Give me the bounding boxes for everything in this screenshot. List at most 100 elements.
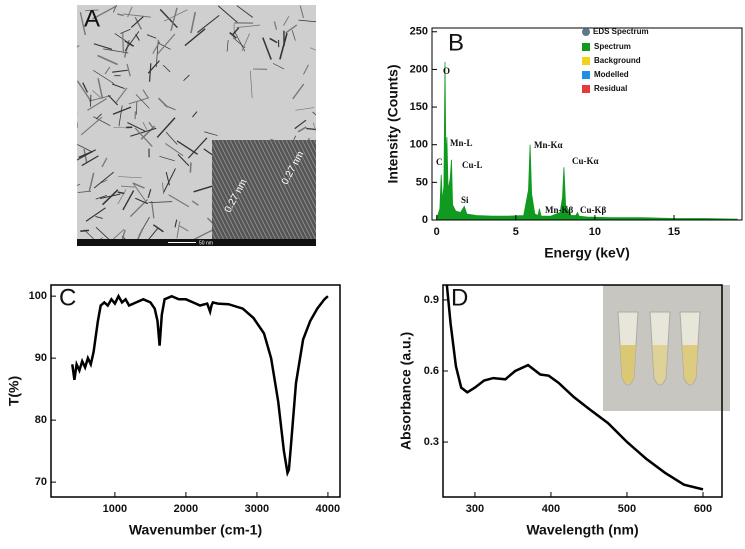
tem-sheet <box>93 116 111 126</box>
tem-sheet <box>122 32 124 54</box>
x-axis-label: Energy (keV) <box>544 245 630 261</box>
legend-label: Residual <box>594 84 627 93</box>
tem-sheet <box>162 64 171 73</box>
tem-sheet <box>197 14 220 34</box>
tem-sheet <box>126 63 131 77</box>
tem-sheet <box>249 70 253 99</box>
tem-sheet <box>299 5 305 19</box>
fringe <box>233 140 285 240</box>
panel-label: A <box>84 5 100 32</box>
tem-sheet <box>163 9 188 22</box>
tem-sheet <box>241 33 250 52</box>
vial-liquid <box>652 345 668 384</box>
tem-sheet <box>269 37 278 44</box>
fringe <box>273 140 316 226</box>
tem-sheet <box>164 104 176 111</box>
tem-sheet <box>77 113 78 114</box>
tem-sheet <box>312 122 316 132</box>
tem-sheet <box>77 190 91 193</box>
y-tick-label: 0.6 <box>424 365 439 377</box>
fringe <box>212 206 229 240</box>
tem-sheet <box>130 15 145 28</box>
peak-label: Cu-L <box>462 160 483 170</box>
tem-sheet <box>229 31 237 39</box>
tem-sheet <box>306 127 316 131</box>
curve <box>445 285 704 491</box>
tem-sheet <box>262 37 272 60</box>
tem-sheet <box>187 137 208 159</box>
tem-sheet <box>283 16 290 26</box>
tem-sheet <box>152 224 164 233</box>
plot-frame <box>442 284 723 498</box>
tem-sheet <box>147 189 152 198</box>
tem-sheet <box>132 182 148 205</box>
tem-sheet <box>133 182 145 189</box>
tem-sheet <box>104 66 111 75</box>
tem-sheet <box>118 176 142 179</box>
tem-sheet <box>117 13 124 17</box>
fringe <box>212 182 241 240</box>
fringe <box>212 150 257 240</box>
tem-sheet <box>279 32 288 60</box>
tem-sheet <box>85 9 99 12</box>
x-tick-label: 2000 <box>174 503 198 515</box>
tem-sheet <box>148 121 154 129</box>
panel-label: C <box>59 284 76 311</box>
legend-title: EDS Spectrum <box>593 27 649 36</box>
y-tick-label: 70 <box>35 476 47 488</box>
tem-sheet <box>130 127 157 137</box>
tem-sheet <box>95 195 108 200</box>
tem-sheet <box>151 200 155 219</box>
tem-sheet <box>88 95 111 102</box>
tem-sheet <box>161 182 165 195</box>
tem-sheet <box>121 185 135 188</box>
tem-sheet <box>156 117 176 138</box>
peak-label: Mn-Kβ <box>545 205 573 215</box>
tem-sheet <box>142 89 149 99</box>
tem-sheet <box>146 34 157 39</box>
peak-label: O <box>443 66 450 76</box>
legend-swatch <box>582 57 590 65</box>
fringe <box>212 190 237 240</box>
tem-sheet <box>148 63 152 82</box>
tem-sheet <box>163 168 176 193</box>
tem-sheet <box>135 94 150 109</box>
x-tick-label: 15 <box>668 226 680 238</box>
tem-sheet <box>298 19 316 23</box>
tem-sheet <box>176 221 181 239</box>
tem-sheet <box>118 105 123 127</box>
tem-sheet <box>112 228 125 240</box>
tem-sheet <box>102 189 119 206</box>
x-axis-label: Wavenumber (cm-1) <box>129 522 262 538</box>
tem-sheet <box>164 142 184 157</box>
legend-swatch <box>582 71 590 79</box>
tem-sheet <box>302 64 309 75</box>
tem-sheet <box>101 157 108 168</box>
tem-sheet <box>128 97 150 105</box>
fringe <box>289 140 316 194</box>
peak-label: C <box>436 157 443 167</box>
curve <box>71 293 329 478</box>
y-axis-label: Absorbance (a.u.) <box>398 332 414 450</box>
tem-sheet <box>179 225 189 232</box>
fringe <box>265 140 316 240</box>
x-tick-label: 300 <box>466 503 484 515</box>
fringe <box>212 158 253 240</box>
tem-sheet <box>120 28 131 34</box>
tem-sheet <box>127 122 146 132</box>
tem-sheet <box>81 155 99 167</box>
fringe <box>213 140 265 240</box>
fringe <box>261 140 313 240</box>
x-tick-label: 10 <box>589 226 601 238</box>
tem-sheet <box>134 127 153 147</box>
fringe <box>281 140 316 210</box>
fringe <box>318 140 368 240</box>
tem-sheet <box>79 12 87 36</box>
tem-sheet <box>204 131 218 136</box>
x-tick-label: 600 <box>694 503 712 515</box>
fringe <box>245 140 297 240</box>
tem-sheet <box>292 83 305 100</box>
legend-label: Background <box>594 56 641 65</box>
x-tick-label: 400 <box>542 503 560 515</box>
